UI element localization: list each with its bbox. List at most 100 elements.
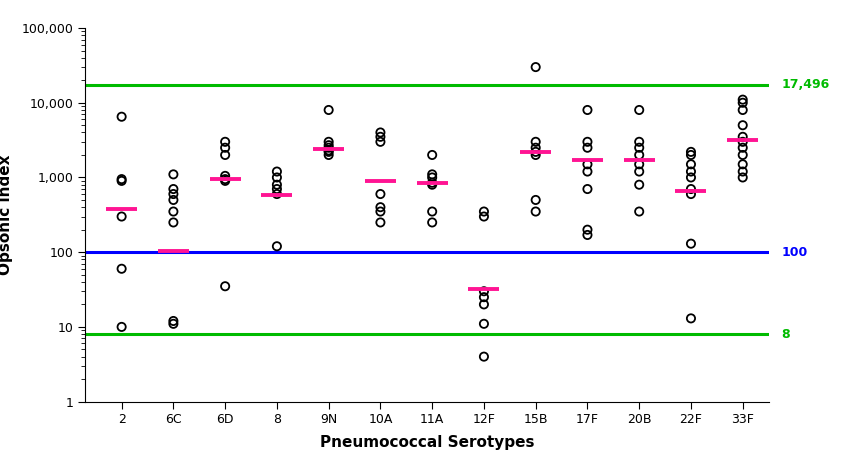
Point [322,138,335,146]
Point [114,177,128,184]
Point [373,219,386,226]
Point [114,176,128,183]
Point [477,208,490,215]
Point [580,168,594,175]
Point [528,208,542,215]
Y-axis label: Opsonic index: Opsonic index [0,155,14,275]
Point [683,190,697,198]
Point [322,144,335,151]
Point [322,151,335,159]
Point [580,138,594,146]
Point [683,161,697,168]
Point [683,151,697,159]
Point [166,317,180,325]
Point [735,106,749,114]
Point [166,190,180,198]
Point [218,283,232,290]
Point [218,151,232,159]
Point [580,144,594,151]
Point [218,138,232,146]
Point [631,151,645,159]
Point [631,144,645,151]
Point [735,144,749,151]
Point [322,142,335,149]
Point [270,185,283,193]
Point [631,138,645,146]
Point [735,133,749,141]
Point [270,242,283,250]
Point [322,148,335,156]
Text: 17,496: 17,496 [780,78,828,91]
Point [580,161,594,168]
Point [580,231,594,239]
Point [425,179,438,186]
Point [373,129,386,136]
Point [270,190,283,198]
Point [631,181,645,189]
Point [631,168,645,175]
Point [166,219,180,226]
Point [322,147,335,154]
Point [477,353,490,361]
Point [166,170,180,178]
Point [166,196,180,204]
Point [735,96,749,103]
Point [528,196,542,204]
Point [425,170,438,178]
Point [528,64,542,71]
Point [528,148,542,156]
Point [735,161,749,168]
Point [373,208,386,215]
Point [270,181,283,189]
Point [477,213,490,220]
Point [270,168,283,175]
Text: 100: 100 [780,246,807,259]
Point [218,176,232,183]
Point [477,320,490,327]
Point [425,219,438,226]
Point [373,133,386,141]
Point [166,185,180,193]
Point [373,190,386,198]
Point [425,174,438,181]
Point [735,138,749,146]
Point [477,288,490,295]
Point [477,293,490,301]
Point [631,161,645,168]
Point [683,168,697,175]
Point [735,99,749,106]
X-axis label: Pneumococcal Serotypes: Pneumococcal Serotypes [319,435,534,450]
Point [322,106,335,114]
Point [528,151,542,159]
Point [683,148,697,156]
Point [580,185,594,193]
Point [425,208,438,215]
Point [166,320,180,327]
Point [114,113,128,120]
Point [114,323,128,331]
Point [580,226,594,234]
Point [735,121,749,129]
Point [114,213,128,220]
Point [477,301,490,308]
Point [631,208,645,215]
Point [166,208,180,215]
Point [735,168,749,175]
Point [425,151,438,159]
Text: 8: 8 [780,328,789,340]
Point [218,172,232,180]
Point [270,174,283,181]
Point [218,177,232,184]
Point [528,144,542,151]
Point [683,240,697,248]
Point [218,144,232,151]
Point [425,181,438,189]
Point [373,138,386,146]
Point [631,106,645,114]
Point [580,106,594,114]
Point [683,174,697,181]
Point [114,265,128,272]
Point [683,185,697,193]
Point [735,174,749,181]
Point [528,138,542,146]
